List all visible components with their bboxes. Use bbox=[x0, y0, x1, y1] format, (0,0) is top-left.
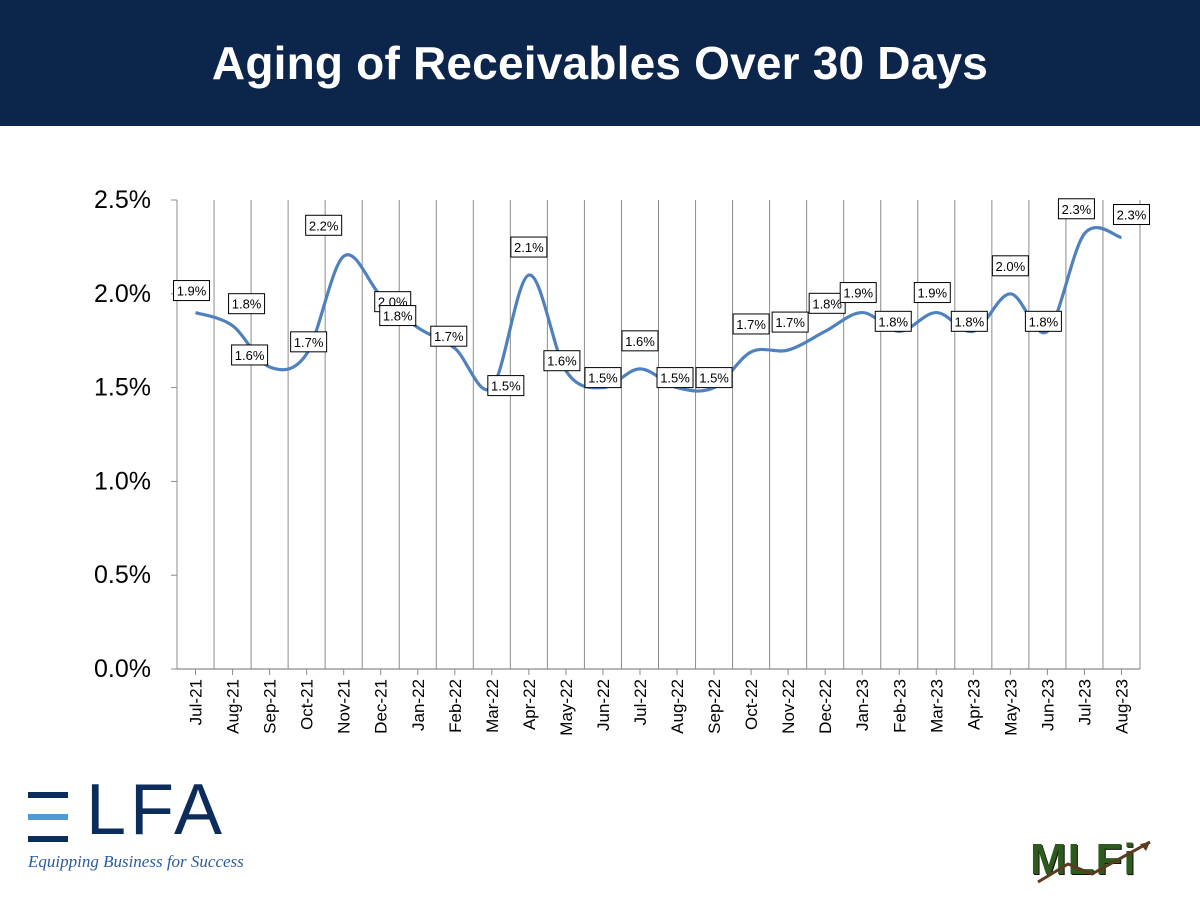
elfa-logo-bar-middle bbox=[28, 814, 68, 820]
x-tick-label: Jul-22 bbox=[631, 679, 650, 725]
data-label: 1.8% bbox=[812, 296, 842, 311]
x-tick-label: Oct-22 bbox=[742, 679, 761, 730]
x-tick-label: Aug-23 bbox=[1112, 679, 1131, 734]
x-tick-label: May-23 bbox=[1001, 679, 1020, 736]
data-label: 1.7% bbox=[294, 335, 324, 350]
x-tick-label: Nov-21 bbox=[335, 679, 354, 734]
title-banner: Aging of Receivables Over 30 Days bbox=[0, 0, 1200, 126]
x-tick-label: Sep-21 bbox=[261, 679, 280, 734]
data-label: 1.5% bbox=[660, 371, 690, 386]
data-label: 1.6% bbox=[235, 348, 265, 363]
elfa-logo-bar-top bbox=[28, 792, 68, 798]
x-tick-label: Feb-22 bbox=[446, 679, 465, 733]
elfa-logo-bar-bottom bbox=[28, 836, 68, 842]
x-tick-label: Feb-23 bbox=[890, 679, 909, 733]
data-label: 1.6% bbox=[625, 334, 655, 349]
x-tick-label: Jun-22 bbox=[594, 679, 613, 731]
x-tick-label: Aug-22 bbox=[668, 679, 687, 734]
data-label-box bbox=[290, 331, 328, 353]
data-label: 1.8% bbox=[383, 309, 413, 324]
data-label: 1.8% bbox=[955, 314, 985, 329]
x-tick-label: Mar-23 bbox=[927, 679, 946, 733]
elfa-logo-letters: LFA bbox=[86, 770, 227, 850]
data-label-box bbox=[874, 310, 912, 332]
data-label: 2.3% bbox=[1117, 208, 1147, 223]
data-label-box bbox=[808, 292, 846, 314]
x-tick-label: Jul-23 bbox=[1075, 679, 1094, 725]
x-tick-label: Jan-23 bbox=[853, 679, 872, 731]
data-label-box bbox=[656, 367, 694, 389]
x-tick-label: Apr-22 bbox=[520, 679, 539, 730]
data-label-box bbox=[695, 367, 733, 389]
data-label: 2.0% bbox=[996, 259, 1026, 274]
data-label-box bbox=[1112, 204, 1150, 226]
mlfi-arrow-icon bbox=[1037, 840, 1151, 884]
data-label-box bbox=[305, 214, 343, 236]
x-tick-label: Oct-21 bbox=[298, 679, 317, 730]
data-label: 1.9% bbox=[843, 286, 873, 301]
data-label-box bbox=[1057, 198, 1095, 220]
y-tick-label: 2.5% bbox=[94, 186, 151, 214]
data-label-box bbox=[1024, 310, 1062, 332]
x-tick-label: Jun-23 bbox=[1038, 679, 1057, 731]
data-label-box bbox=[839, 282, 877, 304]
data-label-box bbox=[621, 330, 659, 352]
data-label: 1.9% bbox=[917, 286, 947, 301]
data-label-box bbox=[950, 310, 988, 332]
page-title: Aging of Receivables Over 30 Days bbox=[211, 37, 989, 89]
elfa-logo: LFA Equipping Business for Success bbox=[28, 774, 268, 880]
data-label-box bbox=[173, 280, 211, 302]
y-tick-label: 1.5% bbox=[94, 374, 151, 402]
data-label-box bbox=[487, 375, 525, 397]
data-label: 1.7% bbox=[775, 315, 805, 330]
x-tick-label: Dec-21 bbox=[372, 679, 391, 734]
data-label: 2.1% bbox=[514, 240, 544, 255]
data-label-box bbox=[231, 344, 269, 366]
data-label: 1.7% bbox=[434, 329, 464, 344]
data-label-box bbox=[913, 282, 951, 304]
data-label: 1.9% bbox=[177, 284, 207, 299]
data-label-box bbox=[584, 367, 622, 389]
data-label-box bbox=[510, 236, 548, 258]
x-tick-label: Dec-22 bbox=[816, 679, 835, 734]
data-label-box bbox=[543, 350, 581, 372]
data-label-box bbox=[732, 313, 770, 335]
data-label: 2.3% bbox=[1062, 202, 1092, 217]
data-label-box bbox=[991, 255, 1029, 277]
data-label: 1.5% bbox=[588, 371, 618, 386]
x-tick-label: Mar-22 bbox=[483, 679, 502, 733]
data-label: 1.8% bbox=[878, 314, 908, 329]
y-tick-label: 2.0% bbox=[94, 280, 151, 308]
data-label-box bbox=[430, 325, 468, 347]
x-tick-label: Apr-23 bbox=[964, 679, 983, 730]
data-label: 1.5% bbox=[699, 371, 729, 386]
y-tick-label: 1.0% bbox=[94, 467, 151, 495]
mlfi-logo: MLFi bbox=[1030, 838, 1170, 888]
data-label: 1.7% bbox=[736, 317, 766, 332]
x-tick-label: May-22 bbox=[557, 679, 576, 736]
data-label: 1.6% bbox=[547, 354, 577, 369]
data-label-box bbox=[379, 305, 417, 327]
y-tick-label: 0.5% bbox=[94, 561, 151, 589]
x-tick-label: Aug-21 bbox=[224, 679, 243, 734]
x-tick-label: Sep-22 bbox=[705, 679, 724, 734]
y-tick-label: 0.0% bbox=[94, 655, 151, 683]
x-tick-label: Nov-22 bbox=[779, 679, 798, 734]
data-label: 1.8% bbox=[1029, 314, 1059, 329]
data-label: 1.5% bbox=[491, 379, 521, 394]
data-label-box bbox=[771, 311, 809, 333]
data-label: 2.2% bbox=[309, 218, 339, 233]
data-label-box bbox=[228, 293, 266, 315]
x-tick-label: Jan-22 bbox=[409, 679, 428, 731]
x-tick-label: Jul-21 bbox=[187, 679, 206, 725]
elfa-tagline: Equipping Business for Success bbox=[28, 852, 244, 871]
data-label: 1.8% bbox=[232, 297, 262, 312]
line-chart: 0.0% 0.5% 1.0% 1.5% 2.0% 2.5% Jul-21 Aug-21 Sep-… bbox=[94, 186, 1150, 736]
